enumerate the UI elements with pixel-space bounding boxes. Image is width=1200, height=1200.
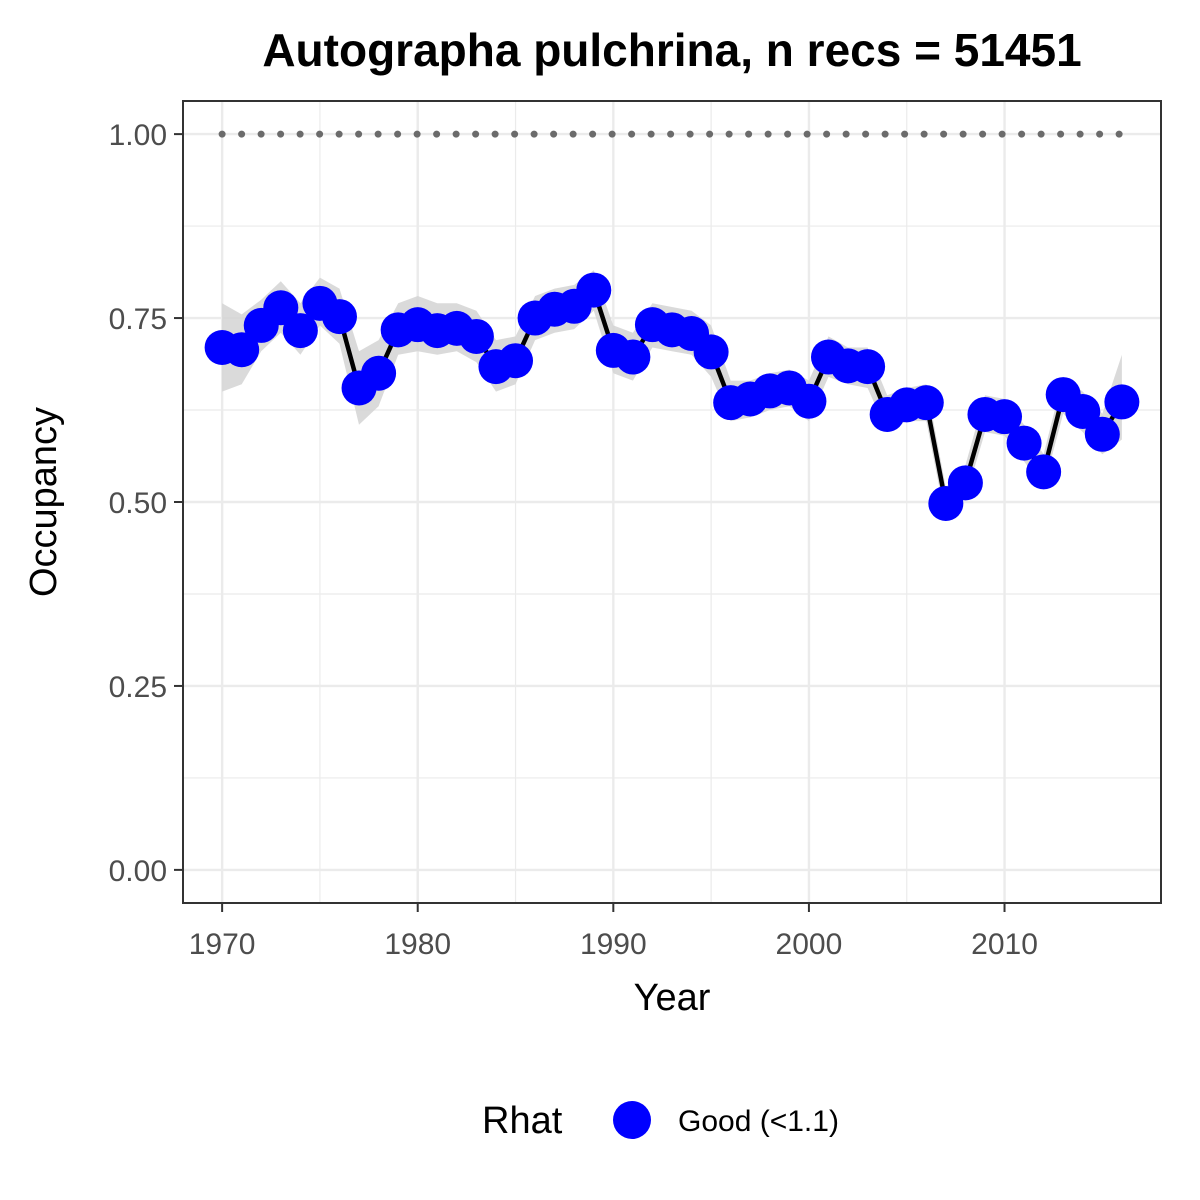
point-2010 <box>987 399 1023 435</box>
point-1995 <box>693 334 729 370</box>
legend-key-good <box>613 1101 651 1139</box>
y-axis-title: Occupancy <box>23 407 65 597</box>
x-tick-label-2000: 2000 <box>776 928 843 961</box>
legend-title: Rhat <box>482 1100 563 1142</box>
point-1976 <box>321 299 357 335</box>
point-2003 <box>850 349 886 385</box>
point-2016 <box>1104 384 1140 420</box>
point-1974 <box>282 313 318 349</box>
occupancy-points-layer <box>204 272 1140 521</box>
point-2006 <box>908 385 944 421</box>
grid-major <box>183 101 1161 903</box>
y-tick-label-0: 0.00 <box>109 855 167 888</box>
point-2015 <box>1084 416 1120 452</box>
y-axis: 0.00 0.25 0.50 0.75 1.00 <box>109 119 183 888</box>
y-tick-label-0.75: 0.75 <box>109 303 167 336</box>
point-2012 <box>1026 454 1062 490</box>
x-tick-label-1970: 1970 <box>189 928 256 961</box>
point-2014 <box>1065 393 1101 429</box>
point-1971 <box>224 332 260 368</box>
point-2008 <box>947 465 983 501</box>
chart-title: Autographa pulchrina, n recs = 51451 <box>262 24 1081 76</box>
point-1985 <box>498 343 534 379</box>
point-1989 <box>576 272 612 308</box>
legend-label-good: Good (<1.1) <box>678 1105 839 1138</box>
x-tick-label-2010: 2010 <box>971 928 1038 961</box>
x-tick-label-1980: 1980 <box>384 928 451 961</box>
y-tick-label-0.5: 0.50 <box>109 487 167 520</box>
x-axis: 1970 1980 1990 2000 2010 <box>189 903 1038 961</box>
point-1983 <box>458 318 494 354</box>
point-2000 <box>791 383 827 419</box>
x-tick-label-1990: 1990 <box>580 928 647 961</box>
x-axis-title: Year <box>634 977 711 1019</box>
point-2011 <box>1006 425 1042 461</box>
legend: Rhat Good (<1.1) <box>482 1100 839 1142</box>
y-tick-label-1: 1.00 <box>109 119 167 152</box>
point-1991 <box>615 339 651 375</box>
point-1973 <box>263 290 299 326</box>
y-tick-label-0.25: 0.25 <box>109 671 167 704</box>
point-1978 <box>361 355 397 391</box>
